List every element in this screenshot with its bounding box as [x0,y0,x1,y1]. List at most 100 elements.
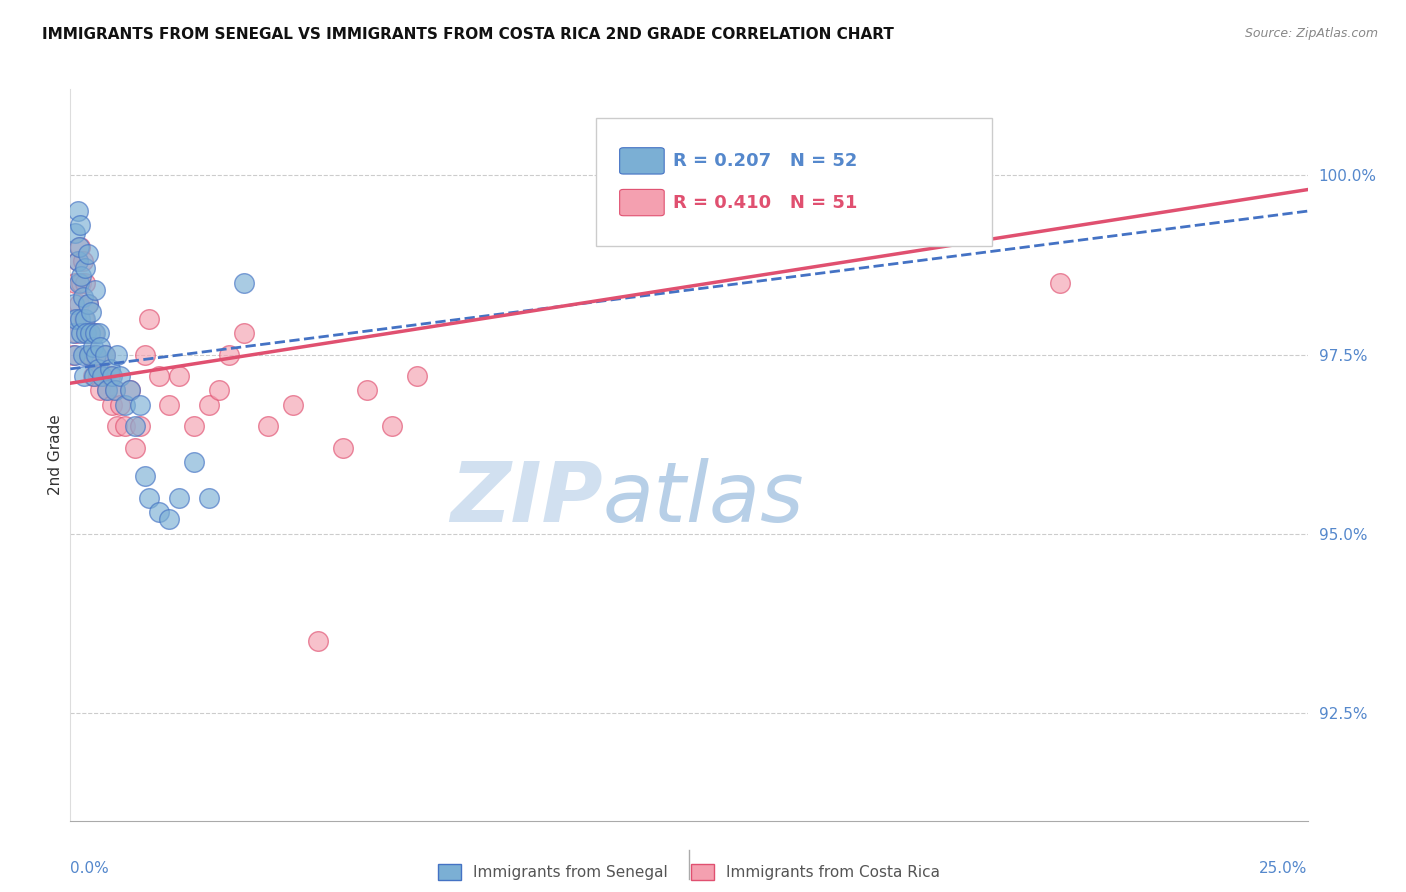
Point [84,283,107,297]
Point [183,419,205,434]
Point [65,311,87,326]
Point [63,297,86,311]
Point [75,326,97,340]
Point [73,369,96,384]
Point [118,384,141,398]
Text: R = 0.207   N = 52: R = 0.207 N = 52 [673,152,858,169]
Point [82,340,104,354]
Point [66,254,89,268]
Point [70,276,93,290]
Y-axis label: 2nd Grade: 2nd Grade [48,415,63,495]
Point [98,369,121,384]
Point [128,398,150,412]
Text: ZIP: ZIP [450,458,602,540]
Point [105,347,128,361]
Point [83,326,105,340]
Point [65,276,87,290]
Point [91,369,114,384]
Text: 0.0%: 0.0% [70,861,110,876]
Point [108,398,131,412]
Point [67,240,90,254]
Point [167,491,190,505]
Point [356,384,378,398]
Point [114,419,136,434]
Point [84,326,107,340]
FancyBboxPatch shape [596,119,993,246]
Text: Source: ZipAtlas.com: Source: ZipAtlas.com [1244,27,1378,40]
Point [124,419,146,434]
Point [128,419,150,434]
Point [79,326,101,340]
Point [76,247,98,261]
Point [98,362,121,376]
Point [257,419,280,434]
Point [84,347,107,361]
Point [84,347,107,361]
Point [89,340,111,354]
Point [157,512,180,526]
FancyBboxPatch shape [620,148,664,174]
Point [80,347,103,361]
Point [307,634,329,648]
Point [91,369,114,384]
Point [66,204,89,219]
Point [67,297,90,311]
Point [198,491,221,505]
Point [75,311,97,326]
Point [114,398,136,412]
Point [381,419,404,434]
Point [332,441,354,455]
Point [65,226,87,240]
Point [124,441,146,455]
Point [148,369,170,384]
Point [80,304,103,318]
Point [232,276,254,290]
Point [70,268,93,283]
Text: 25.0%: 25.0% [1260,861,1308,876]
Point [69,240,91,254]
Point [65,326,87,340]
Point [104,384,127,398]
Point [87,326,110,340]
Point [62,326,84,340]
Point [72,290,94,304]
Point [86,369,108,384]
Point [77,347,100,361]
Point [82,369,104,384]
Point [73,311,96,326]
Point [89,384,111,398]
Point [83,369,105,384]
Point [77,347,100,361]
Point [66,254,89,268]
Point [134,347,156,361]
Point [157,398,180,412]
Point [86,362,108,376]
Text: atlas: atlas [602,458,804,540]
Point [118,384,141,398]
Point [96,384,118,398]
Point [75,276,97,290]
Point [232,326,254,340]
Point [108,369,131,384]
Point [101,369,124,384]
Point [63,311,86,326]
Point [72,347,94,361]
Point [96,384,118,398]
Text: IMMIGRANTS FROM SENEGAL VS IMMIGRANTS FROM COSTA RICA 2ND GRADE CORRELATION CHAR: IMMIGRANTS FROM SENEGAL VS IMMIGRANTS FR… [42,27,894,42]
Point [67,276,90,290]
Point [69,219,91,233]
Point [75,326,97,340]
Point [1049,276,1071,290]
Point [76,297,98,311]
Point [79,326,101,340]
Point [218,347,240,361]
Point [138,311,160,326]
Point [94,347,117,361]
Point [65,347,87,361]
Point [76,297,98,311]
Point [70,326,93,340]
Point [405,369,427,384]
Point [134,469,156,483]
Point [281,398,304,412]
Point [72,254,94,268]
